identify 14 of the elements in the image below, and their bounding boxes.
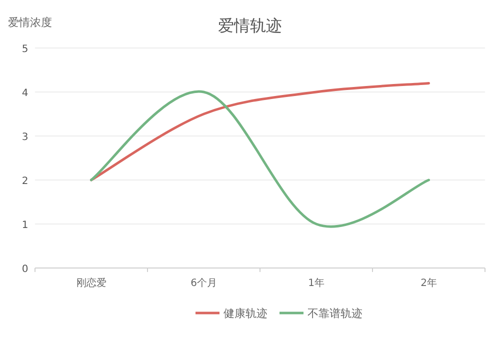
y-axis-title: 爱情浓度 bbox=[8, 16, 52, 29]
legend-label: 健康轨迹 bbox=[224, 307, 268, 320]
y-tick-label: 5 bbox=[22, 44, 28, 55]
y-tick-label: 1 bbox=[22, 220, 28, 231]
x-tick-label: 2年 bbox=[420, 277, 437, 289]
y-tick-label: 0 bbox=[22, 264, 28, 275]
y-tick-label: 4 bbox=[22, 88, 28, 99]
y-tick-label: 3 bbox=[22, 132, 28, 143]
x-tick-label: 1年 bbox=[308, 277, 324, 289]
y-tick-label: 2 bbox=[22, 176, 28, 187]
x-tick-label: 6个月 bbox=[190, 277, 217, 289]
legend-label: 不靠谱轨迹 bbox=[308, 307, 362, 320]
chart-title: 爱情轨迹 bbox=[218, 16, 282, 35]
x-tick-label: 刚恋爱 bbox=[76, 277, 106, 289]
